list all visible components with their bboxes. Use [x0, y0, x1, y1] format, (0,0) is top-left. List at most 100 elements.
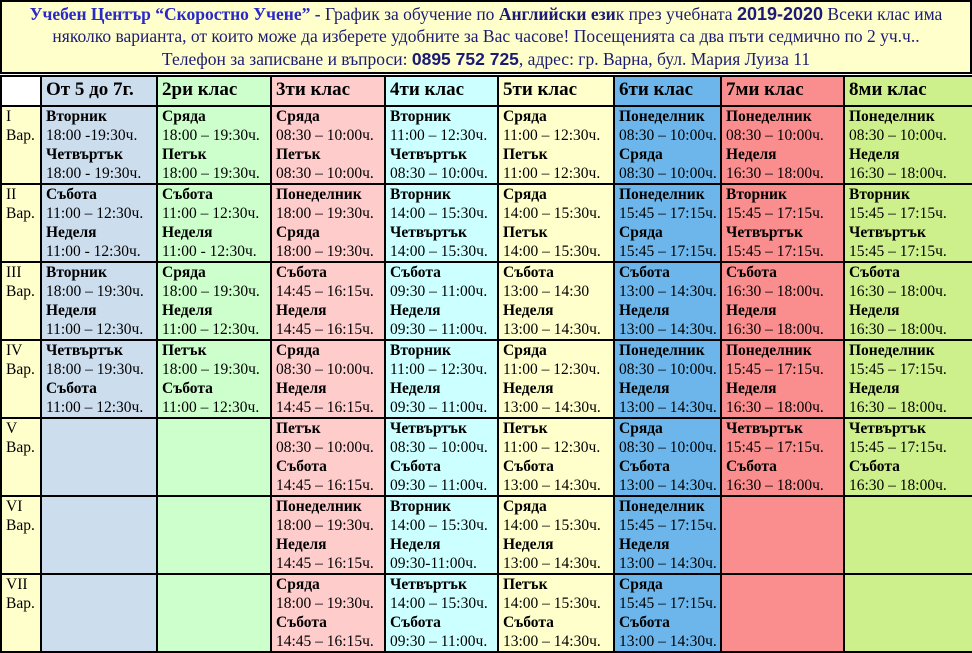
- schedule-cell: Събота 14:45 – 16:15ч. Неделя 14:45 – 16:15…: [270, 261, 386, 342]
- time-range: 08:30 – 10:00ч.: [619, 127, 717, 145]
- time-range: 13:00 – 14:30ч.: [619, 321, 717, 339]
- center-title: Учебен Център “Скоростно Учене”: [29, 4, 311, 24]
- column-header: 8ми клас: [843, 75, 972, 108]
- column-header: 6ти клас: [613, 75, 722, 108]
- day-name: Сряда: [619, 576, 663, 594]
- day-name: Неделя: [276, 302, 327, 320]
- day-name: Събота: [276, 264, 327, 282]
- time-range: 08:30 – 10:00ч.: [619, 165, 717, 183]
- time-range: 14:45 – 16:15ч.: [276, 399, 374, 417]
- variant-numeral: II: [6, 186, 17, 204]
- variant-numeral: III: [6, 264, 22, 282]
- day-name: Понеделник: [849, 108, 935, 126]
- header-row: От 5 до 7г. 2ри клас 3ти клас 4ти клас 5ти к…: [0, 75, 972, 108]
- schedule-cell: [156, 495, 272, 576]
- time-range: 16:30 – 18:00ч.: [726, 477, 824, 495]
- time-range: 14:45 – 16:15ч.: [276, 477, 374, 495]
- schedule-cell: [40, 495, 158, 576]
- column-header: От 5 до 7г.: [40, 75, 158, 108]
- intro-text: Всеки клас има няколко варианта, от коит…: [52, 4, 943, 47]
- day-name: Петък: [503, 146, 548, 164]
- info-banner: Учебен Център “Скоростно Учене” - График…: [0, 0, 972, 75]
- time-range: 15:45 – 17:15ч.: [849, 243, 947, 261]
- schedule-cell: Понеделник 18:00 – 19:30ч. Неделя 14:45 – 1…: [270, 495, 386, 576]
- day-name: Събота: [619, 264, 670, 282]
- schedule-cell: [156, 573, 272, 653]
- schedule-cell: Четвъртък 18:00 – 19:30ч. Събота 11:00 – 12…: [40, 339, 158, 420]
- day-name: Понеделник: [619, 186, 705, 204]
- time-range: 13:00 – 14:30ч.: [619, 477, 717, 495]
- day-name: Четвъртък: [849, 420, 926, 438]
- time-range: 11:00 – 12:30ч.: [162, 321, 260, 339]
- day-name: Неделя: [503, 536, 554, 554]
- time-range: 13:00 – 14:30ч.: [619, 399, 717, 417]
- day-name: Петък: [503, 576, 548, 594]
- variant-cell: II Вар.: [0, 183, 42, 264]
- schedule-cell: Понеделник 08:30 – 10:00ч. Неделя 16:30 – 1…: [843, 105, 972, 186]
- schedule-cell: Петък 11:00 – 12:30ч. Събота 13:00 – 14:30ч…: [497, 417, 615, 498]
- time-range: 18:00 – 19:30ч.: [276, 595, 374, 613]
- schedule-cell: Сряда 15:45 – 17:15ч. Събота 13:00 – 14:30ч…: [613, 573, 722, 653]
- schedule-cell: Вторник 15:45 – 17:15ч. Четвъртък 15:45 – 1…: [843, 183, 972, 264]
- day-name: Петък: [162, 146, 207, 164]
- day-name: Понеделник: [726, 108, 812, 126]
- time-range: 16:30 – 18:00ч.: [849, 283, 947, 301]
- day-name: Понеделник: [619, 108, 705, 126]
- column-header: 3ти клас: [270, 75, 386, 108]
- day-name: Четвъртък: [849, 224, 926, 242]
- time-range: 15:45 – 17:15ч.: [849, 205, 947, 223]
- time-range: 14:00 – 15:30ч.: [503, 205, 601, 223]
- time-range: 16:30 – 18:00ч.: [726, 321, 824, 339]
- day-name: Сряда: [503, 342, 547, 360]
- variant-cell: I Вар.: [0, 105, 42, 186]
- day-name: Събота: [390, 264, 441, 282]
- schedule-cell: Вторник 18:00 – 19:30ч. Неделя 11:00 – 12:3…: [40, 261, 158, 342]
- day-name: Събота: [46, 186, 97, 204]
- schedule-cell: Събота 11:00 – 12:30ч. Неделя 11:00 - 12:30…: [40, 183, 158, 264]
- time-range: 16:30 – 18:00ч.: [849, 321, 947, 339]
- time-range: 11:00 - 12:30ч.: [162, 243, 257, 261]
- table-row: III Вар. Вторник 18:00 – 19:30ч. Неделя 11:00…: [0, 261, 972, 342]
- time-range: 09:30 – 11:00ч.: [390, 283, 488, 301]
- schedule-cell: Сряда 18:00 – 19:30ч. Събота 14:45 – 16:15ч…: [270, 573, 386, 653]
- day-name: Неделя: [162, 302, 213, 320]
- time-range: 08:30 – 10:00ч.: [390, 165, 488, 183]
- schedule-cell: Събота 13:00 – 14:30ч. Неделя 13:00 – 14:30…: [613, 261, 722, 342]
- time-range: 16:30 – 18:00ч.: [849, 477, 947, 495]
- schedule-cell: Понеделник 18:00 – 19:30ч. Сряда 18:00 – 19…: [270, 183, 386, 264]
- contact-text: Телефон за записване и въпроси:: [161, 48, 412, 69]
- time-range: 18:00 - 19:30ч.: [46, 165, 142, 183]
- time-range: 15:45 – 17:15ч.: [726, 439, 824, 457]
- day-name: Събота: [849, 264, 900, 282]
- time-range: 11:00 – 12:30ч.: [390, 361, 488, 379]
- variant-word: Вар.: [6, 283, 35, 301]
- time-range: 09:30-11:00ч.: [390, 555, 477, 573]
- day-name: Четвъртък: [390, 420, 467, 438]
- day-name: Вторник: [390, 108, 451, 126]
- day-name: Понеделник: [619, 498, 705, 516]
- table-row: VII Вар. Сряда 18:00 – 19:30ч. Събота 14:45 –…: [0, 573, 972, 653]
- day-name: Събота: [619, 458, 670, 476]
- variant-word: Вар.: [6, 361, 35, 379]
- day-name: Четвъртък: [390, 146, 467, 164]
- time-range: 13:00 – 14:30ч.: [503, 633, 601, 651]
- day-name: Неделя: [503, 302, 554, 320]
- time-range: 18:00 – 19:30ч.: [162, 361, 260, 379]
- time-range: 18:00 – 19:30ч.: [162, 127, 260, 145]
- day-name: Неделя: [849, 380, 900, 398]
- time-range: 13:00 – 14:30ч.: [619, 283, 717, 301]
- variant-cell: VII Вар.: [0, 573, 42, 653]
- day-name: Неделя: [390, 380, 441, 398]
- day-name: Събота: [726, 458, 777, 476]
- time-range: 14:00 – 15:30ч.: [390, 595, 488, 613]
- time-range: 11:00 – 12:30ч.: [162, 399, 260, 417]
- time-range: 11:00 – 12:30ч.: [46, 321, 144, 339]
- table-row: II Вар. Събота 11:00 – 12:30ч. Неделя 11:00 -…: [0, 183, 972, 264]
- intro-text: к през учебната: [615, 4, 737, 24]
- day-name: Неделя: [276, 380, 327, 398]
- time-range: 16:30 – 18:00ч.: [726, 165, 824, 183]
- day-name: Събота: [276, 614, 327, 632]
- day-name: Неделя: [390, 302, 441, 320]
- time-range: 08:30 – 10:00ч.: [726, 127, 824, 145]
- time-range: 14:45 – 16:15ч.: [276, 283, 374, 301]
